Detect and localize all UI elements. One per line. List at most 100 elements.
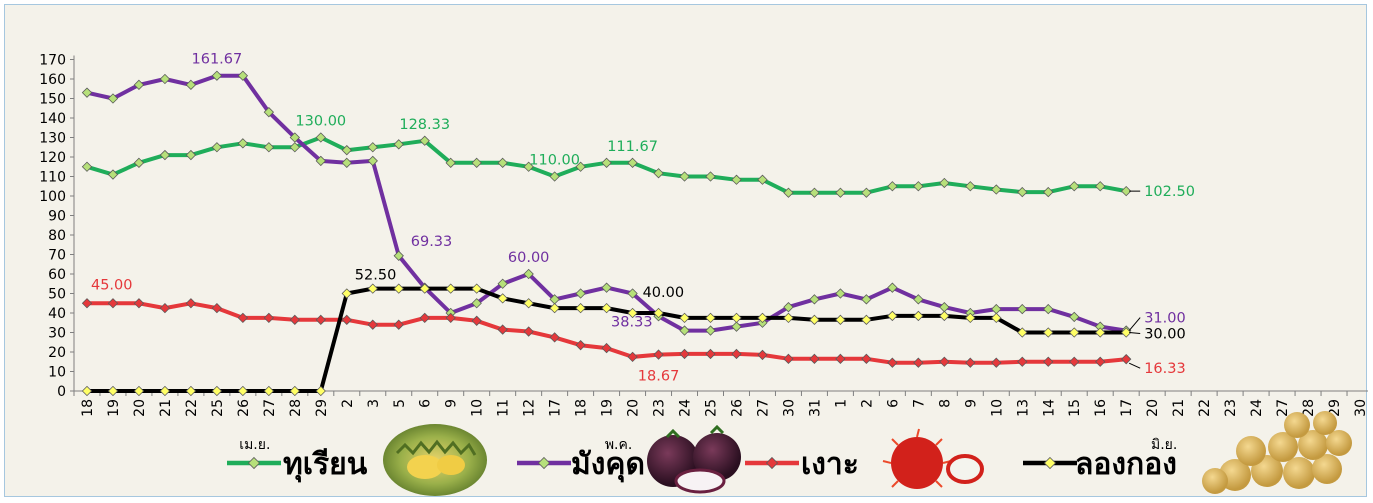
data-point [393, 283, 404, 294]
chart-frame: 0 10 20 30 40 50 60 70 80 90 100 110 120 130 140 150 160… [4, 4, 1368, 497]
data-point [523, 161, 534, 172]
data-point [627, 157, 638, 169]
data-point [1069, 356, 1080, 367]
x-tick-label: 13 [1015, 399, 1031, 417]
label-leader [1128, 362, 1141, 369]
data-point [627, 351, 638, 363]
data-point [1095, 327, 1106, 338]
data-label: 130.00 [295, 114, 346, 130]
data-point [81, 161, 93, 172]
data-point [367, 319, 378, 330]
data-point [965, 181, 976, 192]
data-point [1069, 181, 1080, 192]
data-point [653, 168, 664, 179]
data-point [289, 142, 300, 153]
data-point [861, 314, 872, 325]
data-point [1017, 327, 1028, 338]
data-label: 110.00 [529, 153, 580, 169]
x-tick-label: 9 [963, 399, 979, 408]
data-point [341, 145, 352, 156]
data-point [185, 298, 197, 309]
data-point [419, 135, 430, 146]
x-tick-label: 20 [1145, 399, 1161, 417]
data-point [523, 268, 534, 280]
label-leader [1129, 332, 1141, 334]
data-point [731, 174, 742, 185]
data-point [1095, 181, 1106, 192]
axes: 0102030405060708090100110120130140150160… [39, 53, 1368, 453]
x-tick-label: 28 [288, 399, 304, 417]
y-tick-label: 40 [48, 306, 66, 322]
data-point [159, 302, 171, 314]
x-tick-label: 18 [574, 399, 590, 417]
rambutan-image [882, 428, 984, 489]
y-tick-label: 0 [57, 384, 66, 400]
data-point [289, 385, 300, 397]
data-point [393, 250, 404, 261]
y-tick-label: 110 [39, 170, 66, 186]
data-point [939, 301, 950, 313]
data-point [81, 385, 93, 397]
data-point [133, 79, 145, 91]
data-point [835, 187, 846, 198]
label-leader [1128, 317, 1141, 331]
data-point [783, 301, 794, 313]
x-tick-label: 27 [1275, 399, 1291, 417]
data-point [679, 171, 690, 182]
data-point [601, 157, 612, 169]
x-tick-label: 17 [1119, 399, 1135, 417]
x-tick-label: 24 [1249, 399, 1265, 417]
data-point [913, 310, 924, 322]
y-tick-label: 160 [39, 72, 66, 88]
legend-swatch-marker [247, 456, 261, 470]
mangosteen-image [647, 424, 741, 494]
y-tick-label: 60 [48, 267, 66, 283]
x-tick-label: 20 [132, 399, 148, 417]
x-tick-label: 6 [885, 399, 901, 408]
data-point [627, 288, 638, 299]
data-point [835, 353, 846, 364]
data-point [185, 385, 197, 397]
data-point [1121, 353, 1132, 365]
data-point [419, 283, 430, 294]
data-point [731, 321, 742, 332]
data-point [601, 342, 612, 354]
data-label: 40.00 [643, 285, 685, 301]
data-point [263, 142, 275, 153]
x-tick-label: 22 [184, 399, 200, 417]
data-point [679, 325, 690, 336]
data-point [757, 312, 768, 324]
data-label: 45.00 [91, 277, 133, 293]
data-point [575, 161, 586, 172]
data-point [159, 385, 171, 397]
x-tick-label: 19 [600, 399, 616, 417]
data-point [315, 314, 326, 325]
longkong-image [1202, 411, 1352, 494]
data-point [107, 93, 119, 104]
data-point [1121, 327, 1132, 338]
legend-item-2: เงาะ [745, 447, 859, 482]
data-point [783, 187, 794, 198]
data-point [81, 87, 93, 98]
series-0 [81, 132, 1132, 198]
data-point [133, 298, 145, 309]
series-1 [81, 70, 1132, 336]
x-tick-label: 23 [1223, 399, 1239, 417]
data-point [471, 283, 482, 294]
data-point [393, 139, 404, 150]
data-point [471, 298, 482, 309]
legend-item-0: ทุเรียน [227, 447, 368, 483]
data-point [237, 312, 249, 324]
data-point [835, 314, 846, 325]
data-point [809, 314, 820, 325]
data-point [913, 181, 924, 192]
x-tick-label: 11 [496, 399, 512, 417]
data-point [783, 353, 794, 364]
data-point [809, 353, 820, 364]
x-tick-label: 22 [1197, 399, 1213, 417]
x-tick-label: 28 [1301, 399, 1317, 417]
data-point [1121, 185, 1132, 197]
data-point [939, 356, 950, 367]
legend-label: ลองกอง [1075, 447, 1177, 482]
data-point [211, 385, 223, 397]
